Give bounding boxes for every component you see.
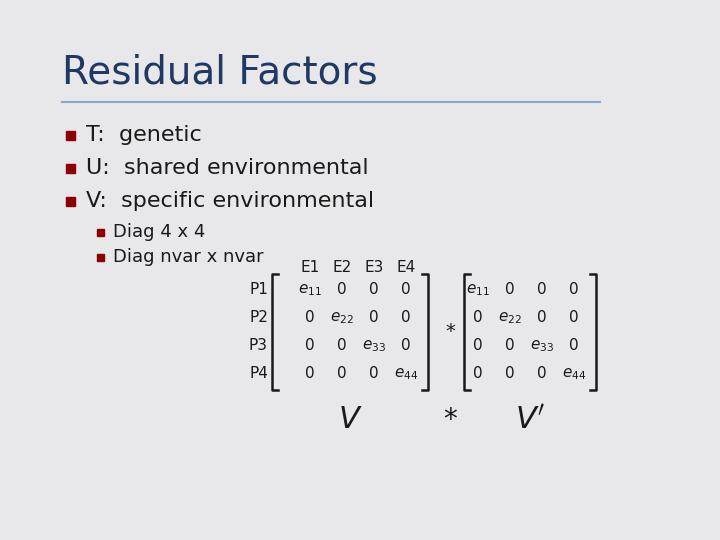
Text: P4: P4	[249, 367, 268, 381]
Text: Residual Factors: Residual Factors	[62, 53, 377, 91]
Text: 0: 0	[305, 367, 315, 381]
Text: 0: 0	[369, 310, 379, 326]
Text: $e_{44}$: $e_{44}$	[562, 366, 586, 382]
Text: 0: 0	[570, 310, 579, 326]
Text: 0: 0	[401, 282, 411, 298]
Text: V:  specific environmental: V: specific environmental	[86, 191, 374, 211]
Text: 0: 0	[369, 282, 379, 298]
Text: E3: E3	[364, 260, 384, 274]
Text: 0: 0	[401, 339, 411, 354]
Text: U:  shared environmental: U: shared environmental	[86, 158, 369, 178]
Text: 0: 0	[337, 339, 347, 354]
Text: 0: 0	[505, 367, 515, 381]
Text: *: *	[443, 406, 457, 434]
Text: 0: 0	[505, 282, 515, 298]
Bar	[66, 131, 74, 139]
Text: P1: P1	[249, 282, 268, 298]
Text: $\mathbf{\mathit{V}}$: $\mathbf{\mathit{V}}$	[338, 406, 362, 435]
Text: 0: 0	[473, 339, 483, 354]
Text: 0: 0	[570, 282, 579, 298]
Text: P3: P3	[249, 339, 268, 354]
Text: Diag 4 x 4: Diag 4 x 4	[113, 223, 205, 241]
Text: P2: P2	[249, 310, 268, 326]
Text: 0: 0	[473, 310, 483, 326]
Text: 0: 0	[537, 310, 546, 326]
Text: 0: 0	[537, 367, 546, 381]
Text: $e_{33}$: $e_{33}$	[362, 338, 386, 354]
Text: $e_{33}$: $e_{33}$	[530, 338, 554, 354]
Text: 0: 0	[570, 339, 579, 354]
Bar	[66, 197, 74, 206]
Text: $e_{22}$: $e_{22}$	[330, 310, 354, 326]
Text: 0: 0	[537, 282, 546, 298]
Text: $e_{11}$: $e_{11}$	[466, 282, 490, 298]
Text: E1: E1	[300, 260, 320, 274]
Text: 0: 0	[337, 282, 347, 298]
Bar	[96, 253, 104, 260]
Text: E2: E2	[333, 260, 351, 274]
Text: 0: 0	[369, 367, 379, 381]
Text: 0: 0	[505, 339, 515, 354]
Text: 0: 0	[305, 339, 315, 354]
Text: $e_{11}$: $e_{11}$	[298, 282, 322, 298]
Text: E4: E4	[397, 260, 415, 274]
Text: 0: 0	[305, 310, 315, 326]
Text: T:  genetic: T: genetic	[86, 125, 202, 145]
Text: 0: 0	[337, 367, 347, 381]
Text: $e_{44}$: $e_{44}$	[394, 366, 418, 382]
Text: $\mathbf{\mathit{V'}}$: $\mathbf{\mathit{V'}}$	[515, 406, 545, 435]
Bar	[96, 228, 104, 235]
Text: $e_{22}$: $e_{22}$	[498, 310, 522, 326]
Text: 0: 0	[473, 367, 483, 381]
Text: Diag nvar x nvar: Diag nvar x nvar	[113, 248, 264, 266]
Text: *: *	[445, 322, 455, 341]
Text: 0: 0	[401, 310, 411, 326]
Bar	[66, 164, 74, 172]
